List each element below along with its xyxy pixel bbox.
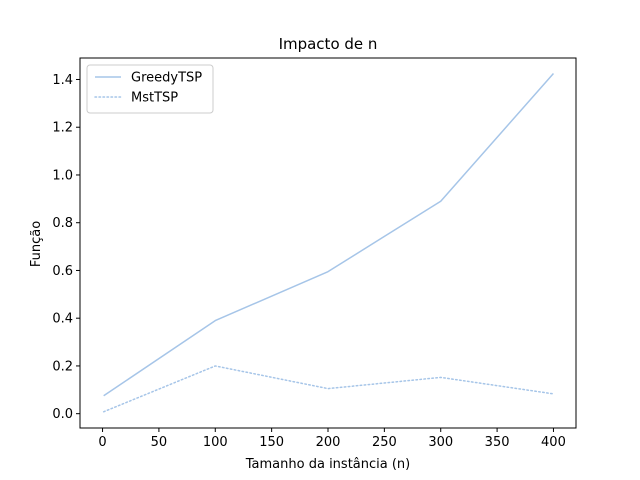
x-axis-label: Tamanho da instância (n) bbox=[245, 457, 410, 472]
y-tick-label: 0.0 bbox=[52, 407, 73, 422]
legend: GreedyTSP MstTSP bbox=[86, 64, 214, 114]
series-line-greedytsp bbox=[103, 73, 555, 397]
x-tick-label: 200 bbox=[316, 435, 341, 450]
legend-label: MstTSP bbox=[131, 91, 178, 106]
legend-label: GreedyTSP bbox=[131, 71, 202, 86]
x-tick-label: 300 bbox=[428, 435, 453, 450]
x-tick-label: 250 bbox=[372, 435, 397, 450]
y-tick-label: 0.2 bbox=[52, 359, 73, 374]
y-axis-label: Função bbox=[29, 221, 44, 267]
plot-content bbox=[102, 73, 555, 413]
y-tick-label: 0.4 bbox=[52, 312, 73, 327]
x-tick-label: 350 bbox=[485, 435, 510, 450]
x-tick-label: 400 bbox=[541, 435, 566, 450]
y-axis-ticks: 0.0 0.2 0.4 0.6 0.8 1.0 1.2 1.4 bbox=[52, 73, 80, 422]
y-tick-label: 1.2 bbox=[52, 121, 73, 136]
y-tick-label: 0.6 bbox=[52, 264, 73, 279]
x-tick-label: 150 bbox=[259, 435, 284, 450]
chart-title: Impacto de n bbox=[279, 35, 378, 53]
y-tick-label: 1.4 bbox=[52, 73, 73, 88]
series-line-msttsp bbox=[102, 365, 555, 413]
plot-frame bbox=[79, 57, 577, 429]
y-tick-label: 1.0 bbox=[52, 168, 73, 183]
x-tick-label: 0 bbox=[98, 435, 106, 450]
x-axis-ticks: 0 50 100 150 200 250 300 350 400 bbox=[98, 428, 566, 450]
x-tick-label: 50 bbox=[151, 435, 168, 450]
y-tick-label: 0.8 bbox=[52, 216, 73, 231]
x-tick-label: 100 bbox=[203, 435, 228, 450]
